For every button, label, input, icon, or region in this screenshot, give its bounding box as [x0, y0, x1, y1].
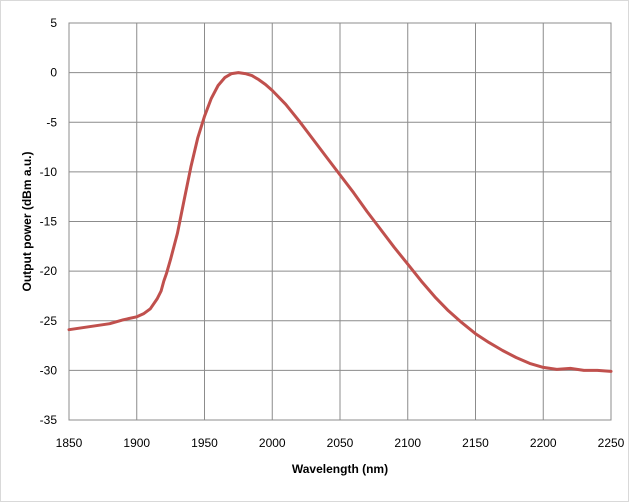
grid [68, 22, 612, 421]
series-line [67, 71, 613, 373]
x-tick-label: 2150 [462, 436, 489, 450]
x-tick-label: 2200 [530, 436, 557, 450]
x-tick-label: 1900 [123, 436, 150, 450]
x-axis-title: Wavelength (nm) [292, 462, 388, 476]
x-tick-label: 1850 [56, 436, 83, 450]
y-tick-label: -10 [40, 165, 58, 179]
y-tick-label: -20 [40, 264, 58, 278]
y-tick-label: 0 [50, 66, 57, 80]
tick-labels: 1850 1900 1950 2000 2050 2100 2150 2200 2250 5 0 -5… [40, 16, 625, 450]
x-tick-label: 2250 [598, 436, 625, 450]
y-tick-label: -5 [46, 115, 57, 129]
y-tick-label: -25 [40, 314, 58, 328]
x-tick-label: 2100 [394, 436, 421, 450]
plot-area-border [68, 22, 612, 421]
y-tick-label: -15 [40, 215, 58, 229]
series-layer [67, 71, 613, 373]
x-tick-label: 1950 [191, 436, 218, 450]
x-tick-label: 2050 [327, 436, 354, 450]
y-tick-label: -30 [40, 363, 58, 377]
y-tick-label: -35 [40, 413, 58, 427]
y-axis-title: Output power (dBm a.u.) [20, 152, 34, 292]
x-tick-label: 2000 [259, 436, 286, 450]
y-tick-label: 5 [50, 16, 57, 30]
